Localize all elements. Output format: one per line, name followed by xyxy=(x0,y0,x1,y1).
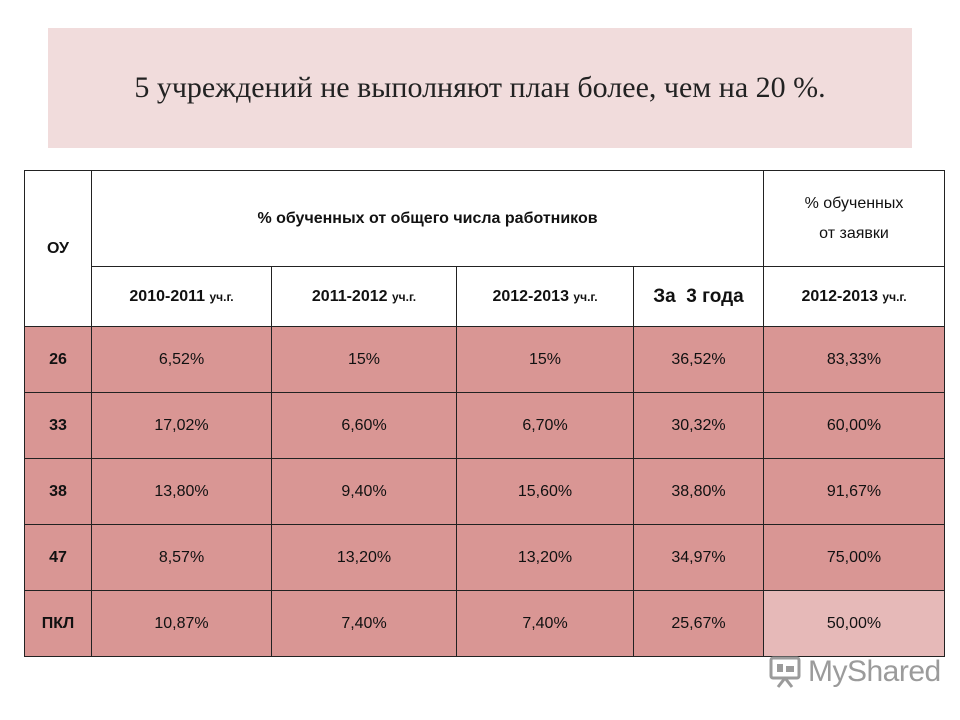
cell-value: 25,67% xyxy=(633,590,764,657)
cell-ou: ПКЛ xyxy=(24,590,92,657)
cell-value: 6,70% xyxy=(456,392,634,459)
cell-ou: 47 xyxy=(24,524,92,591)
cell-value: 13,20% xyxy=(456,524,634,591)
cell-ou: 26 xyxy=(24,326,92,393)
year-header-3: 2012-2013 уч.г. xyxy=(456,266,634,327)
year-label: 2010-2011 xyxy=(129,287,206,305)
title-banner: 5 учреждений не выполняют план более, че… xyxy=(48,28,912,148)
cell-value: 15% xyxy=(271,326,457,393)
cell-ou: 38 xyxy=(24,458,92,525)
cell-value: 13,20% xyxy=(271,524,457,591)
year-suffix: уч.г. xyxy=(209,289,234,304)
cell-value: 10,87% xyxy=(91,590,272,657)
year-suffix: уч.г. xyxy=(391,289,417,304)
year-label: За 3 года xyxy=(653,285,744,307)
cell-value: 91,67% xyxy=(763,458,945,525)
cell-value: 7,40% xyxy=(456,590,634,657)
year-label: 2012-2013 xyxy=(492,287,569,305)
cell-value: 8,57% xyxy=(91,524,272,591)
cell-ou: 33 xyxy=(24,392,92,459)
cell-value: 15,60% xyxy=(456,458,634,525)
cell-value: 6,60% xyxy=(271,392,457,459)
year-header-1: 2010-2011 уч.г. xyxy=(91,266,272,327)
cell-value-highlight: 50,00% xyxy=(763,590,945,657)
year-label: 2011-2012 xyxy=(311,287,388,305)
table-row: 38 13,80% 9,40% 15,60% 38,80% 91,67% xyxy=(24,458,945,525)
cell-value: 13,80% xyxy=(91,458,272,525)
table-row: ПКЛ 10,87% 7,40% 7,40% 25,67% 50,00% xyxy=(24,590,945,657)
cell-value: 38,80% xyxy=(633,458,764,525)
table-row: 47 8,57% 13,20% 13,20% 34,97% 75,00% xyxy=(24,524,945,591)
training-table: ОУ % обученных от общего числа работнико… xyxy=(24,170,945,657)
cell-value: 9,40% xyxy=(271,458,457,525)
header-side: % обученных от заявки xyxy=(763,170,945,267)
year-header-5: 2012-2013 уч.г. xyxy=(763,266,945,327)
cell-value: 34,97% xyxy=(633,524,764,591)
cell-value: 83,33% xyxy=(763,326,945,393)
slide-title: 5 учреждений не выполняют план более, че… xyxy=(134,71,826,104)
table-row: 33 17,02% 6,60% 6,70% 30,32% 60,00% xyxy=(24,392,945,459)
cell-value: 60,00% xyxy=(763,392,945,459)
presentation-board-icon xyxy=(769,656,801,688)
cell-value: 7,40% xyxy=(271,590,457,657)
cell-value: 6,52% xyxy=(91,326,272,393)
cell-value: 30,32% xyxy=(633,392,764,459)
header-side-line1: % обученных xyxy=(804,194,904,212)
cell-value: 36,52% xyxy=(633,326,764,393)
header-main: % обученных от общего числа работников xyxy=(91,170,764,267)
cell-value: 15% xyxy=(456,326,634,393)
header-ou: ОУ xyxy=(24,170,92,327)
cell-value: 75,00% xyxy=(763,524,945,591)
year-suffix: уч.г. xyxy=(573,289,598,304)
year-header-4: За 3 года xyxy=(633,266,764,327)
table-row: 26 6,52% 15% 15% 36,52% 83,33% xyxy=(24,326,945,393)
watermark: MyShared xyxy=(768,655,941,689)
watermark-text: MyShared xyxy=(808,655,941,688)
year-header-2: 2011-2012 уч.г. xyxy=(271,266,457,327)
year-suffix: уч.г. xyxy=(882,289,907,304)
year-label: 2012-2013 xyxy=(801,287,878,305)
header-side-line2: от заявки xyxy=(819,224,889,242)
cell-value: 17,02% xyxy=(91,392,272,459)
